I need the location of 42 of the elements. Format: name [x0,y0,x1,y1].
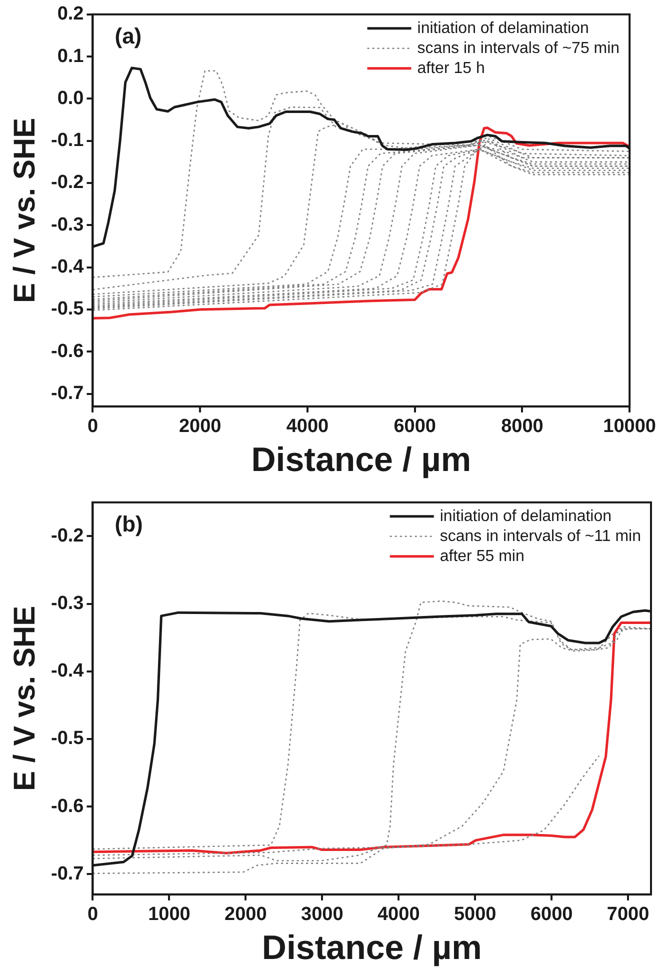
legend-label: initiation of delamination [440,508,612,525]
y-tick-label: -0.7 [50,382,84,404]
y-axis-title: E / V vs. SHE [8,606,42,791]
legend-label: scans in intervals of ~75 min [417,40,620,57]
x-tick-label: 4000 [377,904,420,926]
x-tick-label: 0 [87,416,98,438]
y-tick-label: -0.5 [50,298,84,320]
y-tick-label: 0.2 [57,4,84,25]
x-tick-label: 0 [87,904,98,926]
x-axis-title: Distance / µm [262,928,482,967]
y-tick-label: -0.7 [50,863,84,884]
x-tick-label: 6000 [394,416,436,438]
y-tick-label: -0.1 [50,130,84,152]
legend-label: after 55 min [440,548,524,565]
y-tick-label: -0.4 [50,256,84,278]
annotation: (a) [114,23,142,48]
x-tick-label: 5000 [454,904,496,926]
y-tick-label: -0.2 [50,172,84,194]
y-tick-label: -0.6 [50,796,84,817]
x-tick-label: 2000 [178,416,222,438]
y-tick-label: -0.6 [50,340,84,362]
legend-label: scans in intervals of ~11 min [440,528,642,545]
x-tick-label: 7000 [606,904,650,926]
y-tick-label: 0.0 [57,88,84,109]
y-tick-label: -0.3 [50,214,84,236]
y-tick-label: -0.5 [50,728,84,750]
x-tick-label: 8000 [501,416,544,438]
y-tick-label: -0.3 [50,593,84,614]
y-tick-label: 0.1 [57,46,84,67]
legend-label: after 15 h [417,60,485,77]
y-axis-title: E / V vs. SHE [8,118,42,303]
annotation: (b) [114,511,143,536]
legend-label: initiation of delamination [417,20,589,37]
x-tick-label: 6000 [530,904,573,926]
x-axis-title: Distance / µm [251,440,472,479]
y-tick-label: -0.4 [50,660,84,682]
x-tick-label: 4000 [286,416,329,438]
x-tick-label: 1000 [148,904,190,926]
x-tick-label: 3000 [301,904,344,926]
x-tick-label: 10000 [603,416,656,438]
x-tick-label: 2000 [224,904,267,926]
y-tick-label: -0.2 [50,525,84,546]
